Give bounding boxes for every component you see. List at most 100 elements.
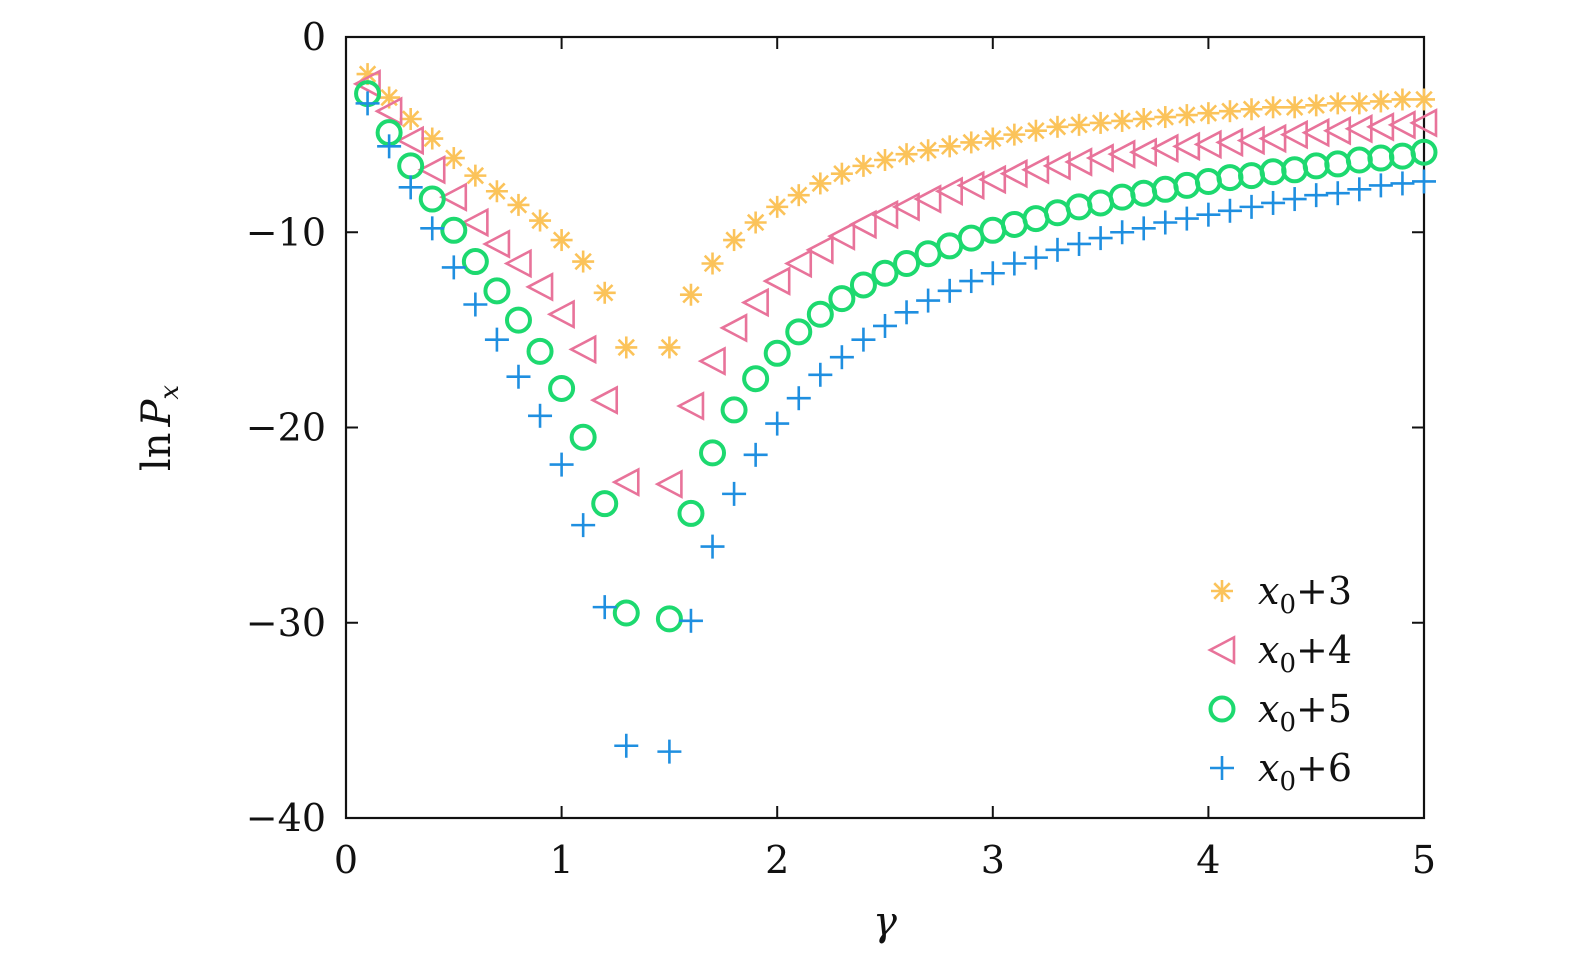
point-asterisk (809, 172, 832, 195)
point-circle (893, 249, 921, 277)
point-triangle-left (546, 299, 575, 330)
point-plus (808, 362, 833, 387)
point-plus (1217, 198, 1242, 223)
point-asterisk (1391, 88, 1414, 111)
point-asterisk (874, 149, 896, 172)
point-plus (1153, 210, 1178, 235)
point-circle (1302, 152, 1330, 180)
point-asterisk (1197, 102, 1220, 125)
point-plus (377, 134, 402, 159)
point-triangle-left (934, 176, 963, 206)
point-circle (504, 306, 532, 334)
point-circle (548, 374, 576, 402)
series-1 (356, 63, 1435, 359)
point-circle (1259, 158, 1287, 186)
point-asterisk (917, 139, 940, 162)
y-tick-label: −40 (246, 796, 326, 840)
point-plus (1045, 237, 1070, 262)
svg-text:lnPx: ln Px (134, 385, 185, 471)
point-triangle-left (956, 170, 985, 201)
legend: x0+3x0+4x0+5x0+6 (1207, 569, 1352, 797)
point-asterisk (1305, 94, 1328, 117)
point-plus (1261, 190, 1286, 215)
point-asterisk (766, 195, 789, 218)
legend-marker-asterisk (1211, 580, 1233, 602)
point-triangle-left (848, 209, 877, 240)
point-triangle-left (740, 287, 769, 318)
legend-label: x0+6 (1258, 746, 1352, 797)
point-asterisk (1262, 96, 1285, 119)
point-triangle-left (978, 164, 1007, 195)
point-plus (873, 313, 897, 338)
point-plus (592, 595, 617, 620)
point-plus (1412, 169, 1436, 194)
point-triangle-left (1064, 147, 1093, 177)
point-circle (418, 185, 446, 213)
point-asterisk (399, 108, 422, 131)
point-plus (355, 91, 380, 116)
point-triangle-left (697, 346, 726, 376)
point-circle (1281, 156, 1309, 184)
point-asterisk (830, 162, 853, 185)
y-axis-label: ln Px (134, 385, 185, 471)
point-asterisk (507, 193, 530, 216)
point-triangle-left (805, 235, 834, 265)
point-circle (1216, 164, 1244, 192)
series-4 (355, 91, 1436, 764)
point-plus (916, 288, 941, 313)
x-tick-label: 3 (981, 838, 1005, 882)
point-asterisk (658, 336, 681, 359)
legend-label-main: x (1258, 746, 1279, 790)
point-triangle-left (891, 192, 920, 222)
point-circle (677, 499, 705, 527)
point-asterisk (593, 281, 616, 304)
legend-item: x0+6 (1210, 746, 1352, 797)
point-asterisk (1068, 113, 1091, 136)
point-asterisk (1089, 111, 1112, 134)
legend-marker-circle (1208, 695, 1236, 723)
point-circle (440, 216, 468, 244)
point-triangle-left (568, 334, 597, 365)
point-plus (420, 216, 445, 241)
point-triangle-left (482, 229, 511, 259)
point-plus (1368, 173, 1393, 198)
point-plus (937, 278, 962, 303)
point-asterisk (1348, 92, 1371, 115)
point-plus (1304, 183, 1329, 208)
axis-ticks: 0 1 2 3 4 5 0 −10 −20 −30 −40 (246, 15, 1436, 882)
point-asterisk (723, 229, 746, 252)
point-triangle-left (827, 221, 856, 251)
point-asterisk (421, 127, 444, 150)
point-asterisk (1369, 90, 1392, 113)
point-plus (700, 534, 725, 559)
point-plus (786, 386, 811, 411)
point-triangle-left (611, 467, 640, 497)
point-plus (980, 261, 1005, 286)
point-plus (1282, 187, 1307, 212)
data-marks (352, 63, 1438, 764)
point-plus (1067, 231, 1092, 256)
point-asterisk (895, 143, 918, 166)
point-triangle-left (1042, 151, 1071, 181)
point-triangle-left (352, 69, 381, 99)
legend-label-sub: 0 (1279, 590, 1296, 620)
point-circle (1410, 138, 1438, 166)
point-circle (871, 259, 899, 287)
point-triangle-left (1128, 137, 1158, 167)
legend-label-tail: +4 (1296, 628, 1352, 672)
point-circle (655, 605, 683, 633)
legend-marker-plus (1210, 756, 1234, 780)
point-circle (742, 365, 770, 393)
point-plus (528, 403, 553, 428)
point-plus (549, 452, 574, 477)
point-triangle-left (870, 199, 899, 230)
legend-label: x0+3 (1258, 569, 1352, 620)
point-circle (1000, 210, 1028, 238)
legend-marker-triangle-left (1207, 635, 1236, 665)
point-triangle-left (1085, 143, 1114, 173)
point-triangle-left (913, 184, 942, 214)
point-asterisk (615, 336, 638, 359)
point-circle (1388, 142, 1416, 170)
point-asterisk (550, 229, 573, 252)
